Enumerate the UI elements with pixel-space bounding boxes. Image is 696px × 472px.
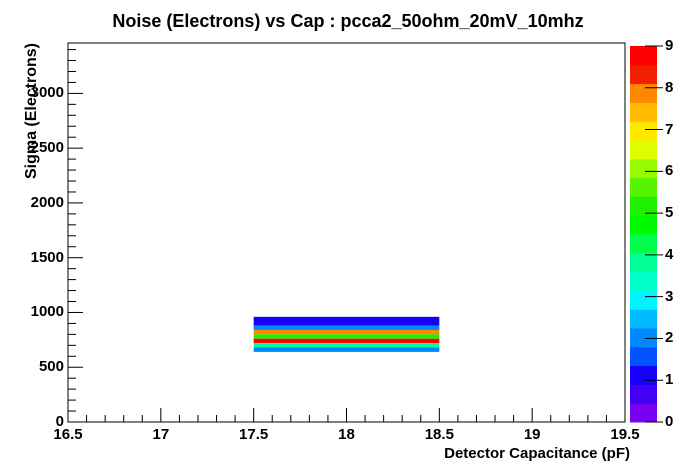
colorbar-tick-label: 5 bbox=[665, 204, 674, 222]
heatmap-cell bbox=[253, 329, 440, 335]
colorbar-tick-label: 7 bbox=[665, 120, 674, 138]
colorbar-band bbox=[630, 177, 657, 197]
colorbar-band bbox=[630, 309, 657, 329]
heatmap-cell bbox=[253, 334, 440, 339]
colorbar-band bbox=[630, 121, 657, 141]
x-tick-label: 16.5 bbox=[53, 426, 83, 443]
chart-title: Noise (Electrons) vs Cap : pcca2_50ohm_2… bbox=[112, 11, 584, 31]
heatmap-cell bbox=[253, 338, 440, 344]
heatmap-cell bbox=[253, 316, 440, 326]
y-tick-label: 1000 bbox=[30, 303, 64, 321]
x-tick-label: 17 bbox=[152, 426, 170, 443]
colorbar-tick-label: 3 bbox=[665, 287, 674, 305]
x-tick-label: 19.5 bbox=[610, 426, 640, 443]
colorbar-band bbox=[630, 46, 657, 66]
y-tick-label: 0 bbox=[55, 413, 64, 430]
colorbar-band bbox=[630, 384, 657, 404]
colorbar-band bbox=[630, 328, 657, 348]
colorbar-tick-label: 0 bbox=[665, 413, 674, 430]
colorbar-band bbox=[630, 271, 657, 291]
colorbar-band bbox=[630, 234, 657, 254]
colorbar-tick-label: 8 bbox=[665, 78, 674, 96]
x-tick-label: 17.5 bbox=[239, 426, 269, 443]
colorbar-band bbox=[630, 64, 657, 85]
heatmap-cell bbox=[253, 343, 440, 348]
y-tick-label: 3000 bbox=[30, 84, 64, 102]
y-tick-label: 2500 bbox=[30, 139, 64, 157]
heatmap-cell bbox=[253, 325, 440, 330]
colorbar-band bbox=[630, 252, 657, 273]
x-tick-label: 18 bbox=[338, 426, 355, 443]
colorbar-band bbox=[630, 83, 657, 103]
colorbar-band bbox=[630, 215, 657, 235]
colorbar-band bbox=[630, 290, 657, 310]
colorbar-band bbox=[630, 196, 657, 216]
colorbar-tick-label: 2 bbox=[665, 329, 674, 347]
y-tick-label: 500 bbox=[38, 358, 64, 376]
y-tick-label: 1500 bbox=[30, 248, 64, 266]
heatmap-cell bbox=[253, 347, 440, 352]
x-tick-label: 19 bbox=[523, 426, 541, 443]
y-tick-label: 2000 bbox=[30, 193, 64, 211]
colorbar-band bbox=[630, 102, 657, 122]
colorbar-tick-label: 6 bbox=[665, 162, 674, 180]
colorbar-band bbox=[630, 140, 657, 160]
colorbar-tick-label: 4 bbox=[665, 245, 674, 263]
colorbar-band bbox=[630, 158, 657, 179]
colorbar-tick-label: 1 bbox=[665, 371, 674, 389]
x-tick-label: 18.5 bbox=[424, 426, 454, 443]
plot-frame bbox=[67, 42, 626, 423]
colorbar-band bbox=[630, 365, 657, 385]
colorbar-band bbox=[630, 346, 657, 367]
colorbar-tick-label: 9 bbox=[665, 37, 674, 54]
x-axis-title: Detector Capacitance (pF) bbox=[444, 445, 630, 462]
colorbar-band bbox=[630, 403, 657, 423]
